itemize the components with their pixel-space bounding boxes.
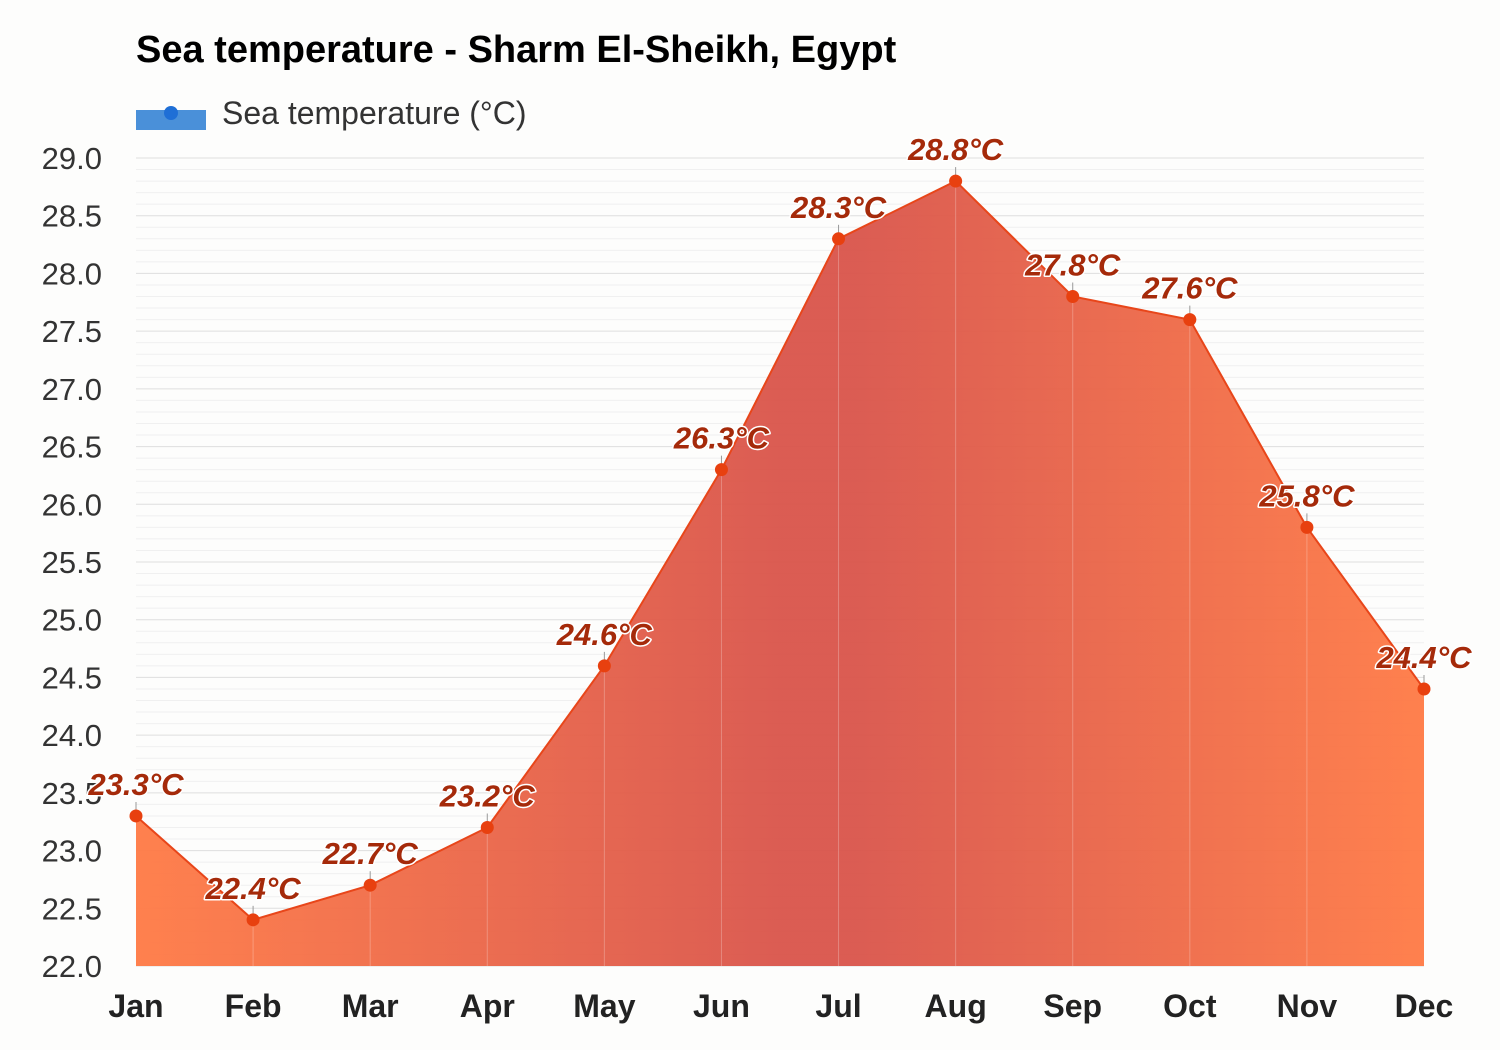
y-tick-label: 24.0 xyxy=(42,718,102,753)
series-line xyxy=(135,179,1425,921)
y-tick-label: 22.5 xyxy=(42,891,102,926)
y-tick-label: 27.5 xyxy=(42,314,102,349)
x-tick-label: May xyxy=(573,988,635,1024)
data-label: 25.8°C xyxy=(1258,478,1355,513)
y-tick-label: 27.0 xyxy=(42,372,102,407)
data-label: 26.3°C xyxy=(673,421,770,456)
x-tick-label: Jan xyxy=(108,988,163,1024)
series-marker xyxy=(1417,682,1431,696)
y-tick-label: 28.0 xyxy=(42,256,102,291)
legend-label: Sea temperature (°C) xyxy=(222,95,526,131)
y-tick-label: 23.0 xyxy=(42,834,102,869)
y-tick-label: 25.5 xyxy=(42,545,102,580)
data-labels: 23.3°C 22.4°C 22.7°C 23.2°C 24.6°C 26.3°C 28.3… xyxy=(86,131,1474,908)
data-label: 22.4°C xyxy=(205,871,302,906)
x-tick-label: Sep xyxy=(1043,988,1102,1024)
y-tick-label: 26.5 xyxy=(42,430,102,465)
series-marker xyxy=(1300,520,1314,534)
data-label: 23.3°C xyxy=(87,767,184,802)
x-tick-label: Apr xyxy=(460,988,515,1024)
y-tick-label: 23.5 xyxy=(42,776,102,811)
legend-marker xyxy=(164,106,178,120)
x-tick-label: Mar xyxy=(342,988,399,1024)
plot-area xyxy=(135,179,1425,967)
x-axis: Jan Feb Mar Apr May Jun Jul Aug Sep Oct Nov Dec xyxy=(108,988,1453,1024)
data-label: 28.3°C xyxy=(790,190,887,225)
x-tick-label: Nov xyxy=(1277,988,1338,1024)
series-marker xyxy=(714,463,728,477)
x-tick-label: Jul xyxy=(815,988,861,1024)
x-tick-label: Oct xyxy=(1163,988,1217,1024)
y-tick-label: 28.5 xyxy=(42,199,102,234)
series-marker xyxy=(1183,313,1197,327)
x-tick-label: Dec xyxy=(1395,988,1454,1024)
x-tick-label: Feb xyxy=(225,988,282,1024)
x-tick-label: Aug xyxy=(925,988,987,1024)
data-label: 24.4°C xyxy=(1375,640,1472,675)
data-label: 28.8°C xyxy=(907,132,1004,167)
data-label: 24.6°C xyxy=(556,617,653,652)
chart-title: Sea temperature - Sharm El-Sheikh, Egypt xyxy=(136,29,897,71)
y-tick-label: 29.0 xyxy=(42,141,102,176)
y-tick-label: 25.0 xyxy=(42,603,102,638)
series-marker xyxy=(597,659,611,673)
y-tick-label: 22.0 xyxy=(42,949,102,984)
legend[interactable]: Sea temperature (°C) xyxy=(136,95,526,131)
y-tick-label: 24.5 xyxy=(42,660,102,695)
series-area xyxy=(136,181,1424,967)
series-marker xyxy=(363,878,377,892)
series-marker xyxy=(480,820,494,834)
data-label: 23.2°C xyxy=(439,778,536,813)
series-marker xyxy=(949,174,963,188)
series-marker xyxy=(129,809,143,823)
series-marker xyxy=(1066,290,1080,304)
y-axis: 22.0 22.5 23.0 23.5 24.0 24.5 25.0 25.5 26.0 26.5… xyxy=(42,141,102,984)
data-label: 27.6°C xyxy=(1141,271,1238,306)
data-label: 27.8°C xyxy=(1024,248,1121,283)
y-tick-label: 26.0 xyxy=(42,487,102,522)
data-label: 22.7°C xyxy=(322,836,419,871)
series-marker xyxy=(832,232,846,246)
x-tick-label: Jun xyxy=(693,988,750,1024)
series-marker xyxy=(246,913,260,927)
series-markers xyxy=(129,167,1431,927)
